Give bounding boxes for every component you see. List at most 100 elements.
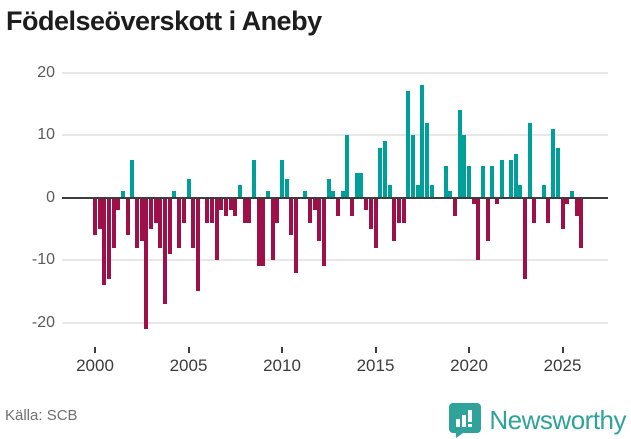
bar bbox=[350, 197, 355, 217]
bar bbox=[326, 178, 331, 198]
x-axis-tick-mark bbox=[281, 347, 283, 353]
y-axis-tick-label: 10 bbox=[37, 126, 55, 143]
bar bbox=[195, 197, 200, 292]
bar bbox=[359, 172, 364, 198]
x-axis-tick-mark bbox=[94, 347, 96, 353]
chart-title: Födelseöverskott i Aneby bbox=[6, 6, 322, 36]
bar bbox=[93, 197, 97, 235]
bar bbox=[452, 197, 457, 217]
bar bbox=[523, 197, 528, 279]
bar bbox=[569, 191, 574, 198]
bar bbox=[111, 197, 116, 248]
bar bbox=[378, 147, 383, 198]
bar bbox=[467, 166, 471, 198]
bar bbox=[448, 191, 453, 198]
bar bbox=[191, 197, 196, 248]
bar bbox=[518, 185, 523, 198]
bar bbox=[228, 197, 233, 210]
bar bbox=[121, 191, 126, 198]
bar bbox=[312, 197, 317, 210]
x-axis-tick-label: 2015 bbox=[356, 356, 395, 375]
bar bbox=[392, 197, 397, 242]
bar bbox=[322, 197, 327, 267]
bar bbox=[214, 197, 219, 260]
bar bbox=[149, 197, 154, 229]
bar bbox=[275, 197, 280, 223]
zero-axis-line bbox=[62, 196, 608, 199]
bar bbox=[167, 197, 172, 254]
bar bbox=[107, 197, 112, 279]
bar bbox=[373, 197, 378, 248]
bar bbox=[457, 110, 462, 198]
bar bbox=[490, 166, 495, 198]
bar bbox=[130, 160, 135, 198]
bar bbox=[513, 153, 518, 198]
y-axis-tick-label: -10 bbox=[31, 251, 55, 268]
x-axis-tick-mark bbox=[468, 347, 470, 353]
bar bbox=[261, 197, 266, 267]
bar bbox=[462, 135, 467, 198]
bar bbox=[345, 135, 350, 198]
bar bbox=[401, 197, 406, 223]
gridline bbox=[62, 134, 608, 136]
x-axis-tick-label: 2025 bbox=[543, 356, 582, 375]
source-note: Källa: SCB bbox=[5, 407, 78, 424]
bar bbox=[135, 197, 140, 248]
bar bbox=[331, 191, 336, 198]
bar bbox=[158, 197, 163, 248]
bar bbox=[551, 128, 556, 198]
bar bbox=[233, 197, 238, 217]
bar bbox=[410, 135, 415, 198]
bar bbox=[163, 197, 168, 304]
bar bbox=[415, 185, 420, 198]
bar bbox=[579, 197, 584, 248]
bar bbox=[560, 197, 565, 229]
bar bbox=[237, 185, 242, 198]
bar bbox=[387, 185, 392, 198]
bar bbox=[209, 197, 214, 223]
bar bbox=[186, 178, 191, 198]
bar bbox=[420, 85, 425, 198]
newsworthy-logo-icon bbox=[449, 403, 482, 438]
bar bbox=[495, 197, 500, 204]
bar bbox=[336, 197, 341, 217]
bar bbox=[181, 197, 186, 223]
y-axis-tick-label: 0 bbox=[46, 188, 55, 206]
bar bbox=[485, 197, 490, 242]
newsworthy-wordmark: Newsworthy bbox=[489, 404, 626, 435]
bar bbox=[251, 160, 256, 198]
x-axis-tick-mark bbox=[374, 347, 377, 353]
bar bbox=[499, 160, 504, 198]
bar bbox=[368, 197, 373, 229]
bar bbox=[125, 197, 130, 235]
bar bbox=[256, 197, 261, 267]
bar bbox=[565, 197, 570, 204]
bar bbox=[153, 197, 158, 223]
bar bbox=[532, 197, 537, 223]
bar bbox=[396, 197, 401, 223]
gridline bbox=[62, 259, 608, 261]
bar bbox=[97, 197, 102, 229]
bar bbox=[443, 166, 448, 198]
y-axis-tick-label: -20 bbox=[31, 313, 55, 331]
bar bbox=[317, 197, 322, 242]
bar bbox=[471, 197, 476, 204]
bar bbox=[219, 197, 224, 210]
bar bbox=[284, 178, 289, 198]
bar bbox=[382, 141, 387, 198]
bar bbox=[364, 197, 369, 210]
bar bbox=[308, 197, 313, 223]
bar bbox=[481, 166, 486, 198]
bar bbox=[527, 122, 532, 198]
bar bbox=[102, 197, 107, 285]
newsworthy-brand: Newsworthy bbox=[448, 402, 626, 438]
bar bbox=[172, 191, 177, 198]
bar bbox=[546, 197, 551, 223]
x-axis-tick-label: 2005 bbox=[169, 356, 208, 375]
bar bbox=[541, 185, 546, 198]
bar bbox=[424, 122, 429, 198]
bar bbox=[177, 197, 182, 248]
x-axis-tick-mark bbox=[187, 347, 190, 353]
bar bbox=[144, 197, 149, 329]
